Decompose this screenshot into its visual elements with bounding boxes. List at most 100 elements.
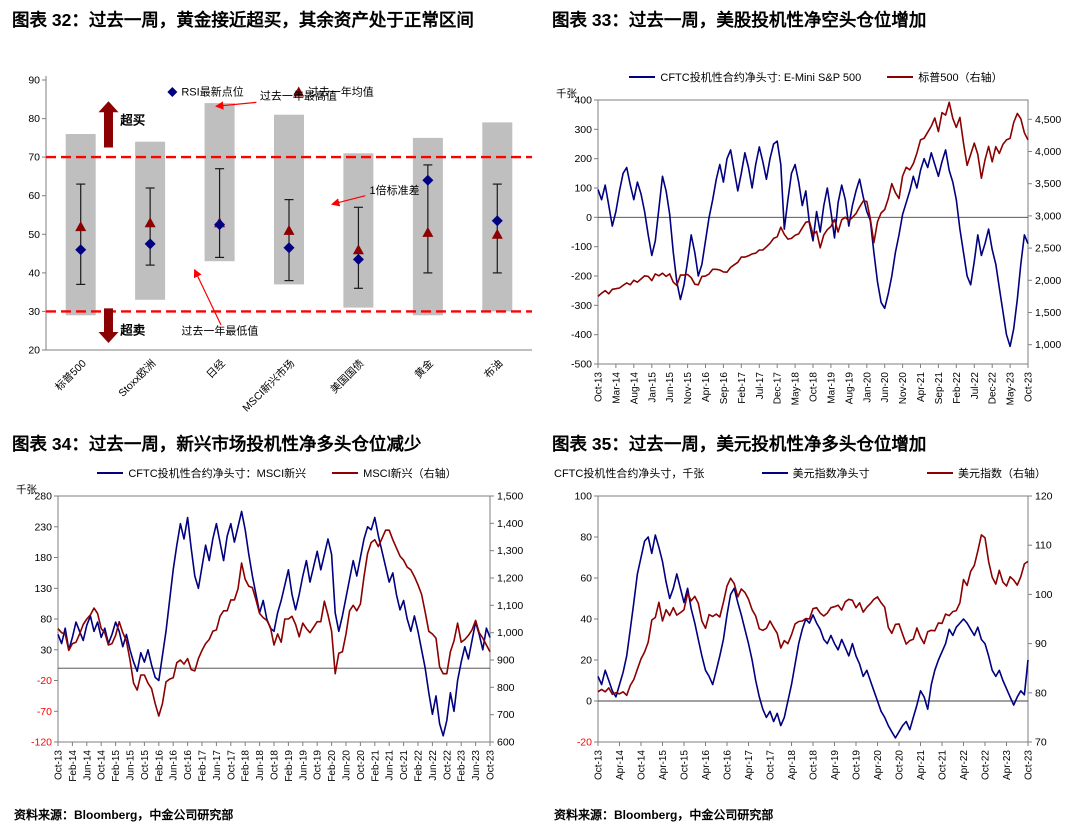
svg-text:-200: -200	[571, 271, 592, 283]
svg-text:Feb-15: Feb-15	[111, 750, 122, 782]
svg-text:80: 80	[1035, 687, 1047, 699]
figure-33-title: 图表 33：过去一周，美股投机性净空头仓位增加	[552, 10, 927, 30]
line-swatch-icon	[332, 472, 359, 474]
svg-text:1倍标准差: 1倍标准差	[370, 183, 420, 197]
svg-text:100: 100	[574, 183, 592, 195]
svg-text:Jun-20: Jun-20	[342, 750, 353, 781]
svg-text:40: 40	[28, 267, 40, 279]
svg-text:Oct-17: Oct-17	[766, 750, 777, 780]
svg-text:标普500: 标普500	[52, 357, 89, 394]
down-arrow-icon	[98, 308, 119, 344]
svg-text:1,100: 1,100	[497, 600, 523, 612]
svg-text:-20: -20	[577, 737, 592, 749]
svg-text:Oct-13: Oct-13	[54, 750, 65, 780]
svg-text:Feb-23: Feb-23	[457, 750, 468, 782]
svg-text:Oct-15: Oct-15	[680, 750, 691, 780]
svg-text:Apr-17: Apr-17	[744, 750, 755, 780]
svg-text:1,500: 1,500	[1035, 307, 1061, 319]
svg-text:Jun-15: Jun-15	[665, 372, 676, 403]
svg-text:Oct-23: Oct-23	[1024, 750, 1035, 780]
fig34-legend-item-0: CFTC投机性合约净头寸：MSCI新兴	[97, 465, 306, 481]
legend-diamond-icon	[167, 87, 178, 97]
svg-text:2,500: 2,500	[1035, 243, 1061, 255]
fig34-plot: 280 230 180 130 80 30 -20 -70 -120 1,500 1,400 1,30…	[16, 484, 523, 782]
svg-text:MSCI新兴市场: MSCI新兴市场	[240, 357, 297, 414]
svg-text:2,000: 2,000	[1035, 275, 1061, 287]
svg-text:May-23: May-23	[1006, 372, 1017, 406]
svg-text:Feb-21: Feb-21	[370, 750, 381, 782]
fig34-legend-item-1: MSCI新兴（右轴）	[332, 465, 457, 481]
mean-triangle-icon	[144, 217, 156, 228]
mean-triangle-icon	[352, 244, 364, 255]
svg-text:Apr-18: Apr-18	[787, 750, 798, 780]
svg-text:900: 900	[497, 655, 515, 667]
latest-diamond-icon	[144, 238, 156, 250]
svg-text:Feb-16: Feb-16	[154, 750, 165, 782]
svg-text:千张: 千张	[556, 88, 577, 100]
svg-text:200: 200	[574, 153, 592, 165]
svg-text:80: 80	[580, 532, 592, 544]
figures-grid: 图表 32：过去一周，黄金接近超买，其余资产处于正常区间 90 80 70 60 50 4…	[12, 8, 1070, 823]
svg-text:-300: -300	[571, 300, 592, 312]
svg-text:3,000: 3,000	[1035, 210, 1061, 222]
svg-text:Apr-23: Apr-23	[1002, 750, 1013, 780]
svg-text:Jun-19: Jun-19	[298, 750, 309, 781]
line-swatch-icon	[926, 472, 953, 474]
source-note-left: 资料来源：Bloomberg，中金公司研究部	[14, 808, 234, 822]
svg-text:300: 300	[574, 124, 592, 136]
svg-text:0: 0	[586, 212, 592, 224]
svg-text:90: 90	[28, 75, 40, 87]
svg-text:70: 70	[28, 152, 40, 164]
line-swatch-icon	[761, 472, 788, 474]
svg-text:布油: 布油	[481, 357, 505, 381]
svg-text:Oct-17: Oct-17	[226, 750, 237, 780]
source-note-right: 资料来源：Bloomberg，中金公司研究部	[554, 808, 774, 822]
svg-text:Mar-19: Mar-19	[826, 372, 837, 404]
svg-text:20: 20	[28, 345, 40, 357]
svg-text:30: 30	[40, 644, 52, 656]
svg-text:60: 60	[28, 190, 40, 202]
svg-text:3,500: 3,500	[1035, 178, 1061, 190]
svg-text:700: 700	[497, 709, 515, 721]
figure-35-chart: CFTC投机性合约净头寸，千张 美元指数净头寸 美元指数（右轴） 100 80 60 40 2…	[552, 464, 1080, 794]
svg-text:美国国债: 美国国债	[328, 357, 367, 396]
svg-text:Feb-17: Feb-17	[737, 372, 748, 404]
svg-text:黄金: 黄金	[412, 357, 436, 381]
svg-text:Jul-17: Jul-17	[755, 372, 766, 400]
svg-text:-20: -20	[37, 675, 52, 687]
svg-text:30: 30	[28, 306, 40, 318]
figure-32-chart: 90 80 70 60 50 40 30 20 标普500 Stoxx欧洲 日经 MSCI新兴市场 美国…	[12, 68, 542, 420]
svg-text:50: 50	[28, 229, 40, 241]
svg-text:110: 110	[1035, 540, 1052, 552]
latest-diamond-icon	[214, 219, 226, 231]
svg-text:Aug-19: Aug-19	[844, 372, 855, 405]
fig34-series-0-line	[57, 510, 491, 737]
fig33-legend-item-1: 标普500（右轴）	[887, 69, 1003, 85]
svg-text:Oct-18: Oct-18	[809, 750, 820, 780]
svg-text:Apr-21: Apr-21	[916, 372, 927, 402]
svg-text:Feb-14: Feb-14	[68, 750, 79, 782]
figure-34-title: 图表 34：过去一周，新兴市场投机性净多头仓位减少	[12, 434, 422, 454]
mean-triangle-icon	[283, 224, 295, 235]
svg-text:Jan-15: Jan-15	[647, 372, 658, 403]
svg-text:Oct-15: Oct-15	[140, 750, 151, 780]
fig33-series-0-line	[597, 140, 1029, 348]
svg-text:Mar-14: Mar-14	[611, 372, 622, 404]
svg-text:RSI最新点位: RSI最新点位	[181, 85, 243, 99]
fig33-legend: CFTC投机性合约净头寸: E-Mini S&P 500 标普500（右轴）	[552, 68, 1080, 86]
svg-text:80: 80	[40, 614, 52, 626]
svg-text:180: 180	[34, 552, 52, 564]
svg-text:Nov-15: Nov-15	[683, 372, 694, 405]
svg-text:Oct-23: Oct-23	[486, 750, 497, 780]
svg-text:Feb-22: Feb-22	[414, 750, 425, 782]
svg-text:千张: 千张	[16, 484, 37, 496]
figure-33-panel: 图表 33：过去一周，美股投机性净空头仓位增加 CFTC投机性合约净头寸: E-…	[552, 8, 1080, 420]
svg-text:Sep-21: Sep-21	[934, 372, 945, 405]
svg-text:Apr-16: Apr-16	[701, 750, 712, 780]
svg-text:400: 400	[574, 95, 592, 107]
svg-text:Apr-15: Apr-15	[658, 750, 669, 780]
up-arrow-icon	[98, 101, 119, 148]
svg-text:Dec-17: Dec-17	[773, 372, 784, 405]
svg-text:60: 60	[580, 573, 592, 585]
